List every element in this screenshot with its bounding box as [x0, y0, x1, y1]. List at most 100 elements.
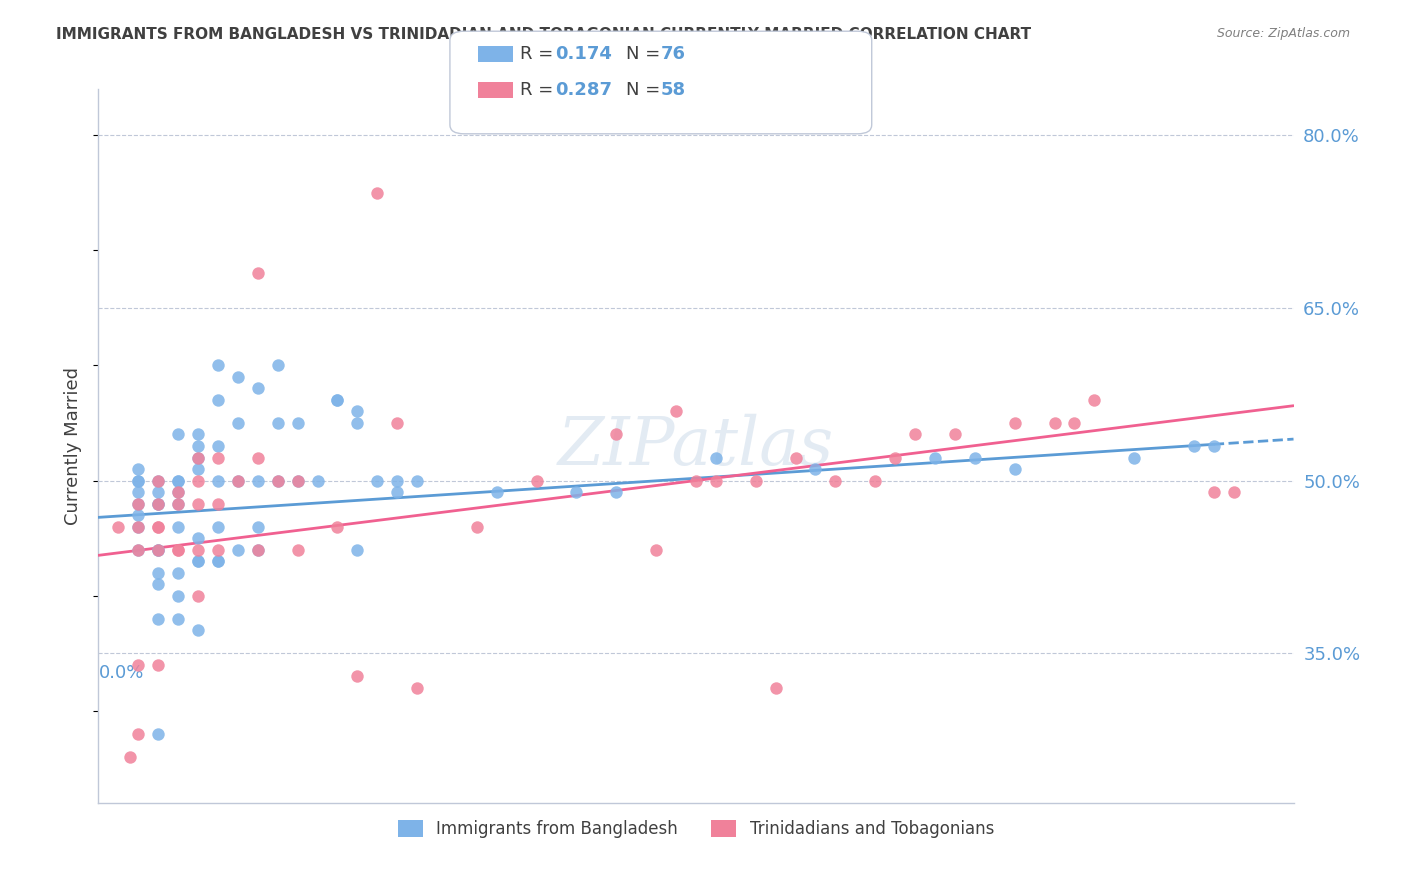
- Immigrants from Bangladesh: [485, 485, 508, 500]
- Immigrants from Bangladesh: [187, 554, 209, 568]
- Immigrants from Bangladesh: [1123, 450, 1146, 465]
- Immigrants from Bangladesh: [287, 416, 309, 430]
- Trinidadians and Tobagonians: [824, 474, 846, 488]
- Immigrants from Bangladesh: [148, 566, 170, 580]
- Immigrants from Bangladesh: [246, 542, 269, 557]
- Immigrants from Bangladesh: [1004, 462, 1026, 476]
- Immigrants from Bangladesh: [267, 474, 290, 488]
- Immigrants from Bangladesh: [207, 439, 229, 453]
- Trinidadians and Tobagonians: [745, 474, 768, 488]
- Text: 0.174: 0.174: [555, 45, 612, 63]
- Trinidadians and Tobagonians: [884, 450, 907, 465]
- Text: 58: 58: [661, 81, 686, 99]
- Trinidadians and Tobagonians: [120, 749, 142, 764]
- Immigrants from Bangladesh: [605, 485, 627, 500]
- Immigrants from Bangladesh: [167, 427, 190, 442]
- Text: Source: ZipAtlas.com: Source: ZipAtlas.com: [1216, 27, 1350, 40]
- Text: N =: N =: [626, 81, 665, 99]
- Trinidadians and Tobagonians: [127, 519, 149, 533]
- Trinidadians and Tobagonians: [207, 450, 229, 465]
- Immigrants from Bangladesh: [148, 727, 170, 741]
- Trinidadians and Tobagonians: [326, 519, 349, 533]
- Immigrants from Bangladesh: [167, 519, 190, 533]
- Trinidadians and Tobagonians: [207, 497, 229, 511]
- Immigrants from Bangladesh: [385, 485, 409, 500]
- Immigrants from Bangladesh: [127, 474, 149, 488]
- Immigrants from Bangladesh: [167, 589, 190, 603]
- Text: IMMIGRANTS FROM BANGLADESH VS TRINIDADIAN AND TOBAGONIAN CURRENTLY MARRIED CORRE: IMMIGRANTS FROM BANGLADESH VS TRINIDADIA…: [56, 27, 1032, 42]
- Trinidadians and Tobagonians: [904, 427, 927, 442]
- Immigrants from Bangladesh: [346, 404, 368, 418]
- Trinidadians and Tobagonians: [346, 669, 368, 683]
- Trinidadians and Tobagonians: [226, 474, 249, 488]
- Trinidadians and Tobagonians: [127, 542, 149, 557]
- Trinidadians and Tobagonians: [1004, 416, 1026, 430]
- Immigrants from Bangladesh: [246, 474, 269, 488]
- Immigrants from Bangladesh: [167, 474, 190, 488]
- Trinidadians and Tobagonians: [127, 497, 149, 511]
- Trinidadians and Tobagonians: [148, 519, 170, 533]
- Immigrants from Bangladesh: [187, 450, 209, 465]
- Immigrants from Bangladesh: [207, 554, 229, 568]
- Immigrants from Bangladesh: [148, 474, 170, 488]
- Immigrants from Bangladesh: [704, 450, 727, 465]
- Immigrants from Bangladesh: [187, 623, 209, 637]
- Immigrants from Bangladesh: [307, 474, 329, 488]
- Trinidadians and Tobagonians: [207, 542, 229, 557]
- Trinidadians and Tobagonians: [246, 266, 269, 280]
- Immigrants from Bangladesh: [207, 359, 229, 373]
- Immigrants from Bangladesh: [267, 416, 290, 430]
- Trinidadians and Tobagonians: [148, 497, 170, 511]
- Trinidadians and Tobagonians: [704, 474, 727, 488]
- Trinidadians and Tobagonians: [187, 589, 209, 603]
- Immigrants from Bangladesh: [127, 508, 149, 522]
- Trinidadians and Tobagonians: [1202, 485, 1225, 500]
- Immigrants from Bangladesh: [187, 554, 209, 568]
- Y-axis label: Currently Married: Currently Married: [65, 367, 83, 525]
- Trinidadians and Tobagonians: [187, 474, 209, 488]
- Trinidadians and Tobagonians: [385, 416, 409, 430]
- Immigrants from Bangladesh: [167, 566, 190, 580]
- Immigrants from Bangladesh: [346, 542, 368, 557]
- Trinidadians and Tobagonians: [366, 186, 388, 200]
- Immigrants from Bangladesh: [187, 462, 209, 476]
- Trinidadians and Tobagonians: [526, 474, 548, 488]
- Immigrants from Bangladesh: [565, 485, 588, 500]
- Immigrants from Bangladesh: [127, 462, 149, 476]
- Trinidadians and Tobagonians: [685, 474, 707, 488]
- Immigrants from Bangladesh: [406, 474, 429, 488]
- Text: N =: N =: [626, 45, 665, 63]
- Trinidadians and Tobagonians: [127, 657, 149, 672]
- Trinidadians and Tobagonians: [645, 542, 668, 557]
- Trinidadians and Tobagonians: [127, 727, 149, 741]
- Immigrants from Bangladesh: [207, 519, 229, 533]
- Trinidadians and Tobagonians: [167, 542, 190, 557]
- Immigrants from Bangladesh: [804, 462, 827, 476]
- Immigrants from Bangladesh: [167, 485, 190, 500]
- Trinidadians and Tobagonians: [148, 474, 170, 488]
- Trinidadians and Tobagonians: [148, 657, 170, 672]
- Trinidadians and Tobagonians: [187, 450, 209, 465]
- Text: R =: R =: [520, 45, 560, 63]
- Immigrants from Bangladesh: [226, 542, 249, 557]
- Text: R =: R =: [520, 81, 560, 99]
- Immigrants from Bangladesh: [207, 392, 229, 407]
- Trinidadians and Tobagonians: [167, 497, 190, 511]
- Immigrants from Bangladesh: [148, 497, 170, 511]
- Trinidadians and Tobagonians: [187, 497, 209, 511]
- Immigrants from Bangladesh: [924, 450, 946, 465]
- Immigrants from Bangladesh: [326, 392, 349, 407]
- Immigrants from Bangladesh: [127, 497, 149, 511]
- Trinidadians and Tobagonians: [406, 681, 429, 695]
- Trinidadians and Tobagonians: [107, 519, 129, 533]
- Immigrants from Bangladesh: [148, 542, 170, 557]
- Immigrants from Bangladesh: [127, 485, 149, 500]
- Trinidadians and Tobagonians: [287, 474, 309, 488]
- Immigrants from Bangladesh: [148, 542, 170, 557]
- Immigrants from Bangladesh: [326, 392, 349, 407]
- Trinidadians and Tobagonians: [605, 427, 627, 442]
- Immigrants from Bangladesh: [963, 450, 986, 465]
- Trinidadians and Tobagonians: [267, 474, 290, 488]
- Trinidadians and Tobagonians: [465, 519, 488, 533]
- Immigrants from Bangladesh: [127, 542, 149, 557]
